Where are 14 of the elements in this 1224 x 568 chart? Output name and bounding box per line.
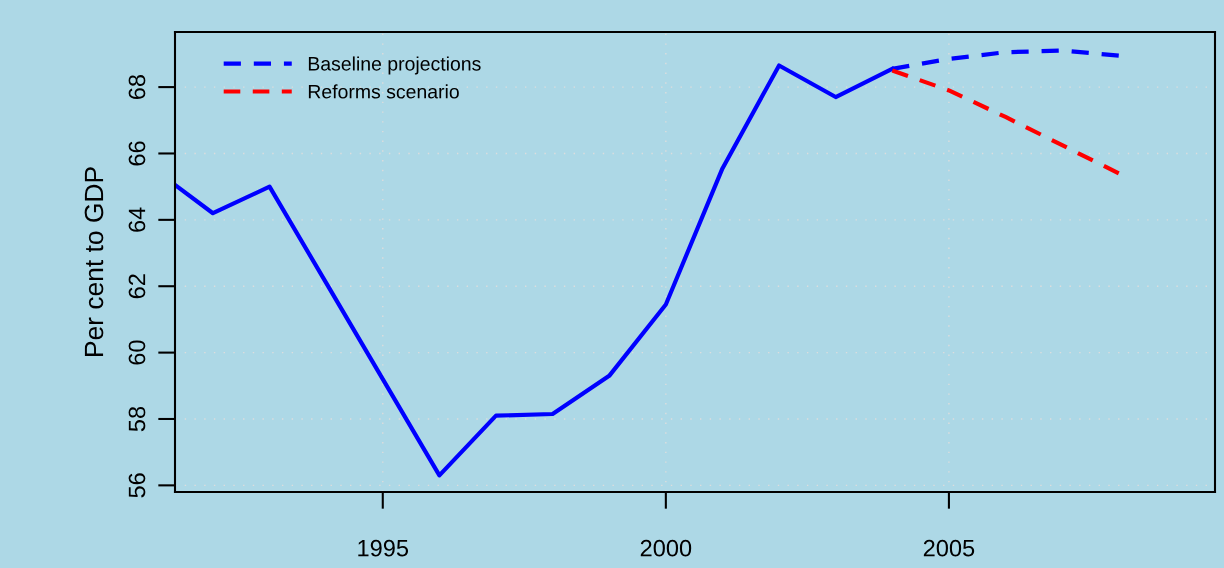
line-series bbox=[890, 68, 1121, 176]
y-tick-label: 58 bbox=[128, 406, 146, 432]
y-axis-title: Per cent to GDP bbox=[84, 167, 104, 356]
y-tick-label: 68 bbox=[128, 74, 146, 100]
y-tick-label: 60 bbox=[128, 340, 146, 365]
y-tick-label: 62 bbox=[128, 274, 146, 299]
y-tick-label: 56 bbox=[128, 473, 146, 498]
x-tick-label: 2005 bbox=[923, 539, 975, 557]
legend-label: Baseline projections bbox=[308, 56, 481, 75]
x-tick-label: 2000 bbox=[640, 539, 692, 557]
y-tick-label: 66 bbox=[128, 141, 146, 166]
legend-label: Reforms scenario bbox=[308, 84, 459, 99]
x-tick-label: 1995 bbox=[358, 539, 409, 557]
y-tick-label: 64 bbox=[128, 207, 146, 232]
